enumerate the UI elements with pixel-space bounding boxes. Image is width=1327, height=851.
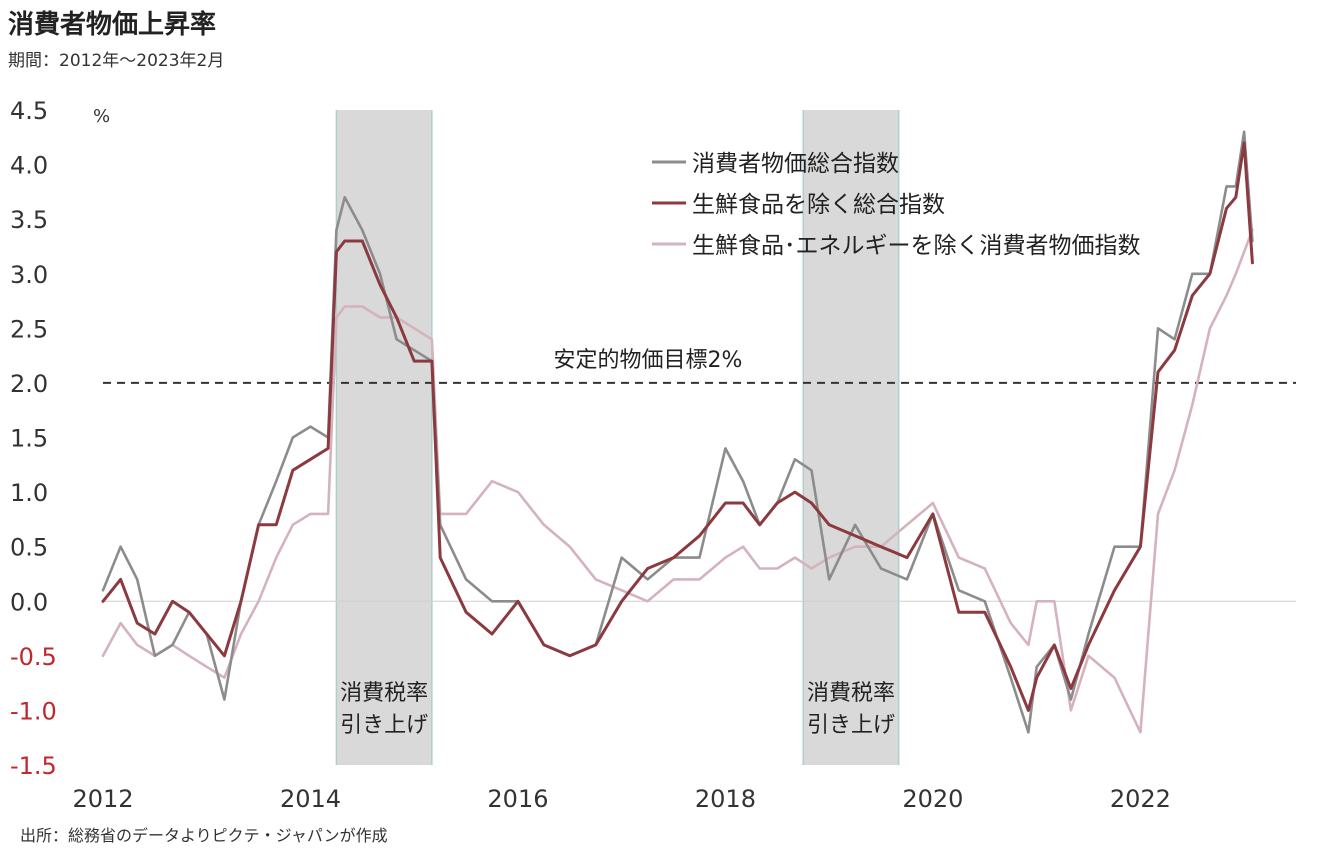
shaded-period-1 (803, 110, 899, 765)
y-unit-label: % (93, 106, 110, 127)
y-tick-label-1: 4.0 (10, 152, 48, 180)
y-tick-label-5: 2.0 (10, 370, 48, 398)
chart-subtitle: 期間：2012年～2023年2月 (8, 51, 225, 71)
shaded-period-label-line2-0: 引き上げ (340, 713, 428, 738)
y-tick-label-10: -0.5 (10, 643, 57, 671)
series-line-headline (101, 130, 1254, 734)
x-tick-label-1: 2014 (280, 785, 341, 813)
y-tick-label-2: 3.5 (10, 206, 48, 234)
y-tick-label-3: 3.0 (10, 261, 48, 289)
y-tick-label-9: 0.0 (10, 588, 48, 616)
legend-label-core: 生鮮食品を除く総合指数 (692, 192, 945, 218)
shaded-period-0 (336, 110, 432, 765)
series-line-core-core (101, 228, 1254, 734)
chart-title: 消費者物価上昇率 (8, 10, 217, 40)
target-line-label: 安定的物価目標2% (554, 348, 743, 373)
shaded-period-label-line1-0: 消費税率 (340, 681, 428, 706)
y-tick-label-6: 1.5 (10, 425, 48, 453)
source-note: 出所：総務省のデータよりピクテ・ジャパンが作成 (20, 826, 388, 845)
legend-label-headline: 消費者物価総合指数 (692, 151, 899, 177)
shaded-period-label-line2-1: 引き上げ (807, 713, 895, 738)
y-tick-label-12: -1.5 (10, 752, 57, 780)
x-tick-label-3: 2018 (695, 785, 756, 813)
series-line-core (101, 141, 1254, 712)
x-tick-label-0: 2012 (72, 785, 133, 813)
x-tick-label-4: 2020 (902, 785, 963, 813)
y-tick-label-4: 2.5 (10, 315, 48, 343)
x-tick-label-5: 2022 (1110, 785, 1171, 813)
y-tick-label-0: 4.5 (10, 97, 48, 125)
y-tick-label-11: -1.0 (10, 697, 57, 725)
y-tick-label-8: 0.5 (10, 534, 48, 562)
shaded-period-label-line1-1: 消費税率 (807, 681, 895, 706)
x-tick-label-2: 2016 (487, 785, 548, 813)
y-tick-label-7: 1.0 (10, 479, 48, 507)
legend-label-core-core: 生鮮食品･エネルギーを除く消費者物価指数 (692, 233, 1141, 259)
